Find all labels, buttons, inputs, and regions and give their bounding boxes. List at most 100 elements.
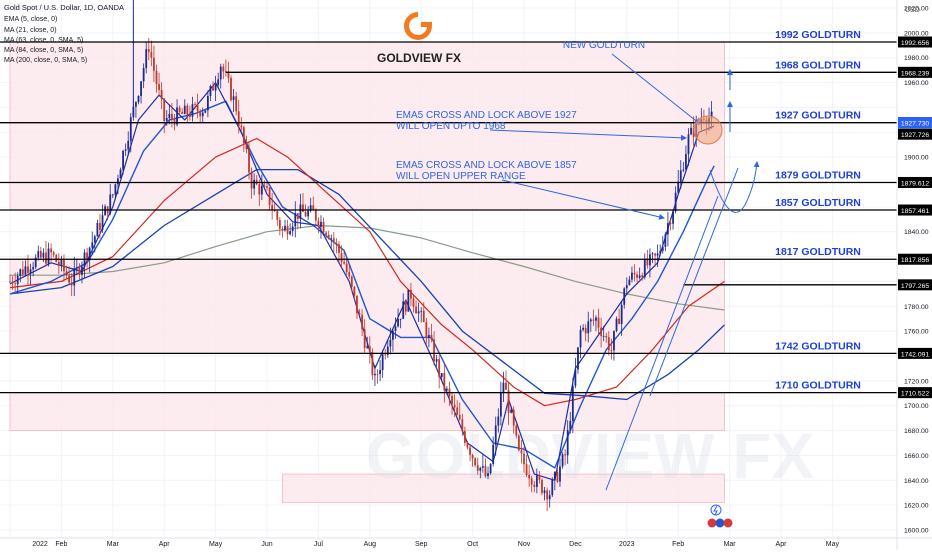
candle-body-181 (474, 458, 477, 466)
candle-body-20 (60, 259, 63, 266)
candle-body-104 (276, 211, 279, 220)
candle-body-34 (96, 222, 99, 237)
candle-body-225 (587, 321, 590, 334)
candle-body-207 (541, 479, 543, 494)
candle-body-180 (471, 455, 474, 459)
level-tag-3: 1879.612 (901, 180, 930, 187)
candle-body-62 (168, 113, 171, 119)
trendline-1 (605, 195, 719, 491)
price-tick-21: 2020.00 (904, 6, 929, 13)
candle-body-26 (75, 267, 78, 269)
candle-body-185 (484, 466, 487, 477)
candle-body-158 (415, 306, 417, 314)
price-tick-2: 1640.00 (904, 478, 929, 485)
candle-body-226 (589, 319, 592, 322)
time-tick-6: Jul (314, 541, 323, 548)
indicator-ema5[interactable]: EMA (5, close, 0) (4, 16, 57, 23)
indicator-ma63[interactable]: MA (63, close, 0, SMA, 5) (4, 37, 83, 44)
candle-body-136 (358, 313, 361, 315)
candle-body-253 (659, 250, 662, 254)
candle-body-14 (45, 252, 47, 264)
candle-body-152 (399, 318, 402, 320)
candle-body-11 (37, 251, 40, 258)
candle-body-23 (68, 275, 71, 283)
candle-body-228 (595, 317, 597, 321)
candle-body-206 (538, 475, 541, 480)
candle-body-227 (592, 319, 595, 321)
chart-title[interactable]: Gold Spot / U.S. Dollar, 1D, OANDA (4, 3, 124, 12)
flag-us-icon[interactable] (707, 518, 717, 528)
candle-body-187 (489, 464, 492, 474)
candle-body-116 (307, 210, 310, 217)
levels: 1992 GOLDTURN 1968 GOLDTURN 1927 GOLDTURN 1… (0, 29, 897, 394)
candle-body-252 (656, 253, 659, 256)
time-tick-10: Nov (518, 541, 531, 548)
candle-body-235 (613, 330, 615, 351)
candle-body-216 (564, 454, 567, 456)
time-tick-1: Feb (55, 541, 67, 548)
candle-body-246 (641, 275, 644, 278)
candle-body-194 (507, 389, 510, 413)
indicator-ma84[interactable]: MA (84, close, 0, SMA, 5) (4, 47, 83, 54)
arrow-1927 (489, 129, 687, 141)
candle-body-229 (597, 317, 600, 328)
candle-body-198 (517, 435, 520, 451)
candle-body-3 (16, 275, 19, 285)
level-tag-5: 1817.856 (901, 257, 930, 264)
candle-body-49 (135, 102, 137, 107)
candle-body-224 (584, 327, 587, 334)
price-series (9, 0, 713, 512)
time-tick-9: Oct (467, 541, 478, 548)
candle-body-8 (29, 269, 32, 273)
candle-body-118 (312, 205, 315, 210)
candle-body-147 (386, 346, 389, 355)
candle-body-142 (374, 373, 376, 376)
candle-body-222 (579, 329, 582, 348)
candle-body-164 (430, 334, 433, 340)
trendline-2 (649, 167, 739, 397)
candle-body-204 (533, 484, 536, 487)
level-label-4: 1857 GOLDTURN (775, 197, 861, 209)
legend: Gold Spot / U.S. Dollar, 1D, OANDA EMA (… (4, 3, 124, 64)
candle-body-89 (237, 111, 240, 126)
candle-body-16 (50, 248, 53, 253)
indicator-ma21[interactable]: MA (21, close, 0) (4, 27, 57, 34)
candle-body-263 (685, 154, 687, 170)
candle-body-74 (199, 111, 202, 117)
candle-body-60 (163, 98, 166, 121)
lightning-icon[interactable] (710, 504, 722, 516)
candle-body-170 (446, 388, 448, 391)
event-icons[interactable] (707, 504, 733, 528)
candle-body-10 (34, 257, 37, 268)
candle-body-218 (569, 420, 572, 431)
candle-body-50 (137, 96, 140, 103)
level-label-5: 1817 GOLDTURN (775, 246, 861, 258)
candle-body-230 (600, 327, 602, 337)
candle-body-157 (412, 298, 415, 307)
candle-body-155 (407, 289, 410, 312)
candle-body-154 (404, 301, 407, 312)
time-tick-2: Mar (107, 541, 120, 548)
candle-body-24 (70, 282, 73, 286)
candle-body-195 (510, 409, 513, 413)
candle-body-153 (402, 301, 405, 319)
zone-2 (9, 392, 725, 431)
candle-body-65 (176, 107, 178, 125)
candle-body-93 (248, 149, 250, 173)
candle-body-162 (425, 322, 428, 338)
candle-body-201 (525, 464, 528, 475)
indicator-ma200[interactable]: MA (200, close, 0, SMA, 5) (4, 57, 87, 64)
flag-us-icon-3[interactable] (723, 518, 733, 528)
flag-us-icon-2[interactable] (715, 518, 725, 528)
candle-body-208 (543, 490, 546, 494)
candle-body-114 (302, 204, 304, 212)
candle-body-44 (122, 150, 124, 170)
price-tick-1: 1620.00 (904, 503, 929, 510)
candle-body-21 (63, 259, 65, 272)
candle-body-92 (245, 143, 248, 150)
zone-0 (9, 41, 725, 211)
logo-text: GOLDVIEW FX (377, 51, 461, 65)
candle-body-242 (631, 272, 633, 280)
candle-body-4 (19, 269, 22, 276)
